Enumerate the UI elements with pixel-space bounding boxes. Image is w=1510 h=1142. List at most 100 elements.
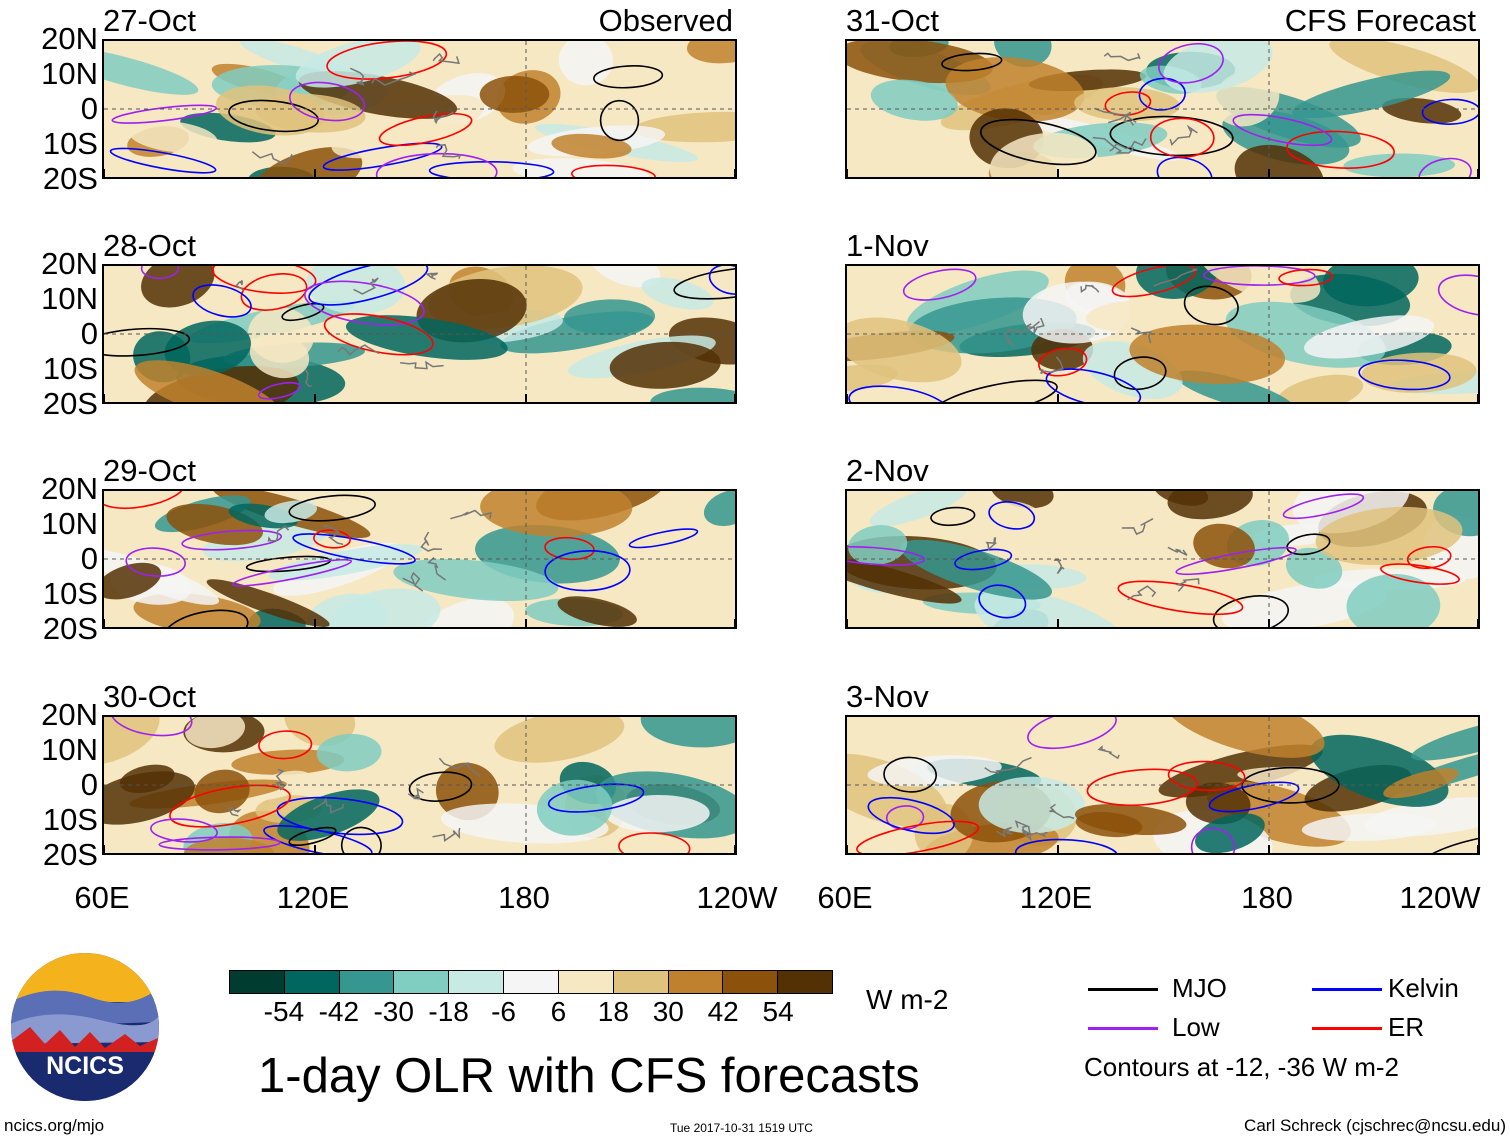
olr-map-panel xyxy=(102,489,737,629)
olr-anomaly-region xyxy=(1343,153,1456,177)
low-contour xyxy=(1158,43,1224,84)
coastline xyxy=(1103,52,1141,62)
olr-map-svg xyxy=(847,717,1478,853)
colorbar-swatch xyxy=(230,971,285,993)
olr-anomaly-region xyxy=(703,491,735,527)
er-contour xyxy=(1117,580,1244,616)
lat-label: 10N xyxy=(41,506,98,541)
olr-anomaly-region xyxy=(1074,87,1180,122)
coastline xyxy=(275,768,287,791)
olr-anomaly-region xyxy=(609,341,721,389)
olr-anomaly-region xyxy=(1129,324,1286,385)
lon-label: 180 xyxy=(498,880,550,915)
mjo-contour xyxy=(933,379,1058,402)
coastline xyxy=(1175,578,1200,592)
olr-anomaly-region xyxy=(536,779,613,836)
olr-map-svg xyxy=(847,491,1478,627)
mjo-contour xyxy=(228,99,319,133)
coastline xyxy=(1167,546,1188,556)
low-contour xyxy=(181,529,283,551)
colorbar-tick-label: -30 xyxy=(373,996,414,1027)
footer-author: Carl Schreck (cjschrec@ncsu.edu) xyxy=(1244,1116,1506,1135)
mjo-contour xyxy=(883,756,937,793)
olr-anomaly-region xyxy=(1315,506,1463,565)
panel-date-label: 3-Nov xyxy=(846,679,929,714)
kelvin-contour xyxy=(1208,781,1300,813)
coastline xyxy=(420,531,442,552)
olr-anomaly-region xyxy=(686,41,735,64)
panel-date-label: 2-Nov xyxy=(846,453,929,488)
low-contour xyxy=(375,152,498,177)
low-contour xyxy=(1437,274,1478,317)
lat-label: 20N xyxy=(41,21,98,56)
low-contour xyxy=(150,818,218,843)
olr-anomaly-region xyxy=(848,525,908,566)
olr-anomaly-region xyxy=(1199,266,1321,303)
low-contour xyxy=(1232,113,1333,147)
olr-anomaly-region xyxy=(650,387,735,402)
coastline xyxy=(1005,321,1040,347)
kelvin-contour xyxy=(1014,838,1119,853)
lon-label: 180 xyxy=(1241,880,1293,915)
kelvin-contour xyxy=(547,783,645,813)
lat-label: 10N xyxy=(41,281,98,316)
coastline xyxy=(1107,111,1135,126)
olr-map-svg xyxy=(847,41,1478,177)
low-contour xyxy=(289,81,366,122)
lat-label: 0 xyxy=(80,767,98,802)
lat-label: 10S xyxy=(42,576,98,611)
olr-anomaly-region xyxy=(988,501,1048,540)
coastline xyxy=(995,826,1013,838)
mjo-contour xyxy=(1113,356,1167,391)
colorbar-tick-label: -6 xyxy=(491,996,516,1027)
coastline xyxy=(1094,107,1137,124)
kelvin-contour xyxy=(1045,368,1142,402)
olr-anomaly-region xyxy=(848,110,939,161)
kelvin-contour xyxy=(544,550,631,592)
olr-anomaly-region xyxy=(264,500,318,524)
lat-label: 20S xyxy=(42,386,98,421)
kelvin-contour xyxy=(192,284,252,318)
legend-line-low xyxy=(1088,1027,1158,1030)
olr-anomaly-region xyxy=(1292,70,1451,119)
colorbar-tick-label: 30 xyxy=(652,996,684,1027)
kelvin-contour xyxy=(1156,156,1213,177)
olr-anomaly-region xyxy=(1304,315,1435,359)
low-contour xyxy=(232,558,353,587)
olr-anomaly-region xyxy=(141,266,215,308)
olr-anomaly-region xyxy=(1276,374,1364,402)
olr-anomaly-region xyxy=(1346,573,1441,627)
olr-anomaly-region xyxy=(104,771,195,825)
olr-anomaly-region xyxy=(249,332,310,379)
panel-source-label: CFS Forecast xyxy=(1284,3,1476,38)
olr-anomaly-region xyxy=(640,717,735,748)
kelvin-contour xyxy=(988,501,1036,530)
panel-date-label: 29-Oct xyxy=(103,453,197,488)
kelvin-contour xyxy=(1421,98,1478,125)
kelvin-contour xyxy=(428,160,555,177)
er-contour xyxy=(378,112,473,147)
lon-label: 120E xyxy=(276,880,350,915)
olr-anomaly-region xyxy=(1193,523,1255,569)
lat-label: 20S xyxy=(42,161,98,196)
er-contour xyxy=(1038,347,1088,377)
coastline xyxy=(432,110,454,125)
olr-anomaly-region xyxy=(104,562,162,600)
er-contour xyxy=(571,164,656,177)
coastline xyxy=(984,756,1032,774)
kelvin-contour xyxy=(1138,77,1186,111)
coastline xyxy=(450,509,492,520)
lon-label: 120E xyxy=(1019,880,1093,915)
lat-label: 10S xyxy=(42,126,98,161)
olr-anomaly-region xyxy=(216,85,325,136)
coastline xyxy=(1092,136,1135,154)
lat-label: 10S xyxy=(42,802,98,837)
er-contour xyxy=(169,784,291,828)
coastline xyxy=(1097,745,1120,760)
olr-anomaly-region xyxy=(185,717,246,749)
colorbar-swatch xyxy=(668,971,724,993)
colorbar-swatch xyxy=(394,971,450,993)
colorbar-swatch xyxy=(613,971,669,993)
mjo-contour xyxy=(104,327,191,357)
low-contour xyxy=(158,836,281,851)
